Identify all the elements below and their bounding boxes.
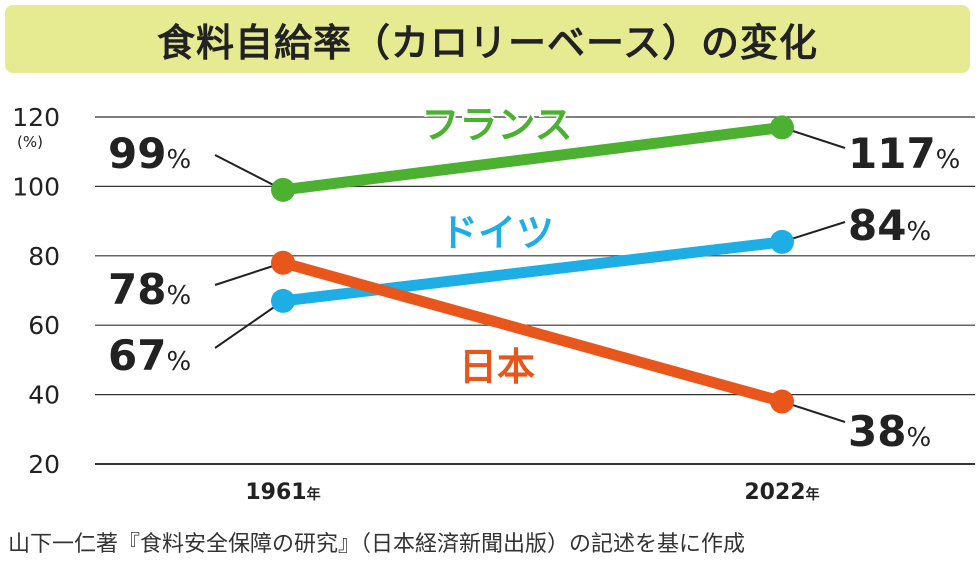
data-point	[271, 288, 295, 313]
data-label: 78%	[108, 265, 191, 314]
data-point	[770, 229, 794, 254]
x-tick-label: 1961年	[245, 480, 320, 505]
data-label: 84%	[848, 201, 931, 250]
data-label: 117%	[848, 129, 960, 178]
series-name-label: 日本	[459, 345, 535, 389]
data-label: 99%	[108, 129, 191, 178]
label-connector	[214, 154, 284, 191]
y-tick-label: 120	[12, 103, 60, 132]
series-name-label: フランス	[421, 103, 572, 147]
series-line	[277, 257, 788, 408]
data-label: 38%	[848, 407, 931, 456]
y-tick-label: 100	[12, 172, 60, 201]
chart-title: 食料自給率（カロリーベース）の変化	[156, 20, 819, 65]
y-tick-label: 60	[28, 311, 60, 340]
y-axis-unit: (%)	[17, 133, 43, 151]
label-connector	[214, 300, 284, 349]
title-banner: 食料自給率（カロリーベース）の変化	[5, 5, 970, 73]
data-point	[770, 389, 794, 414]
series-name-label: ドイツ	[440, 211, 554, 255]
series-line	[277, 121, 788, 196]
source-caption: 山下一仁著『食料安全保障の研究』（日本経済新聞出版）の記述を基に作成	[8, 532, 746, 557]
y-tick-label: 20	[28, 450, 60, 479]
data-label: 67%	[108, 331, 191, 380]
x-tick-label: 2022年	[744, 480, 819, 505]
y-tick-label: 40	[28, 381, 60, 410]
data-point	[770, 115, 794, 140]
data-point	[271, 177, 295, 202]
data-point	[271, 250, 295, 275]
y-tick-label: 80	[28, 242, 60, 271]
